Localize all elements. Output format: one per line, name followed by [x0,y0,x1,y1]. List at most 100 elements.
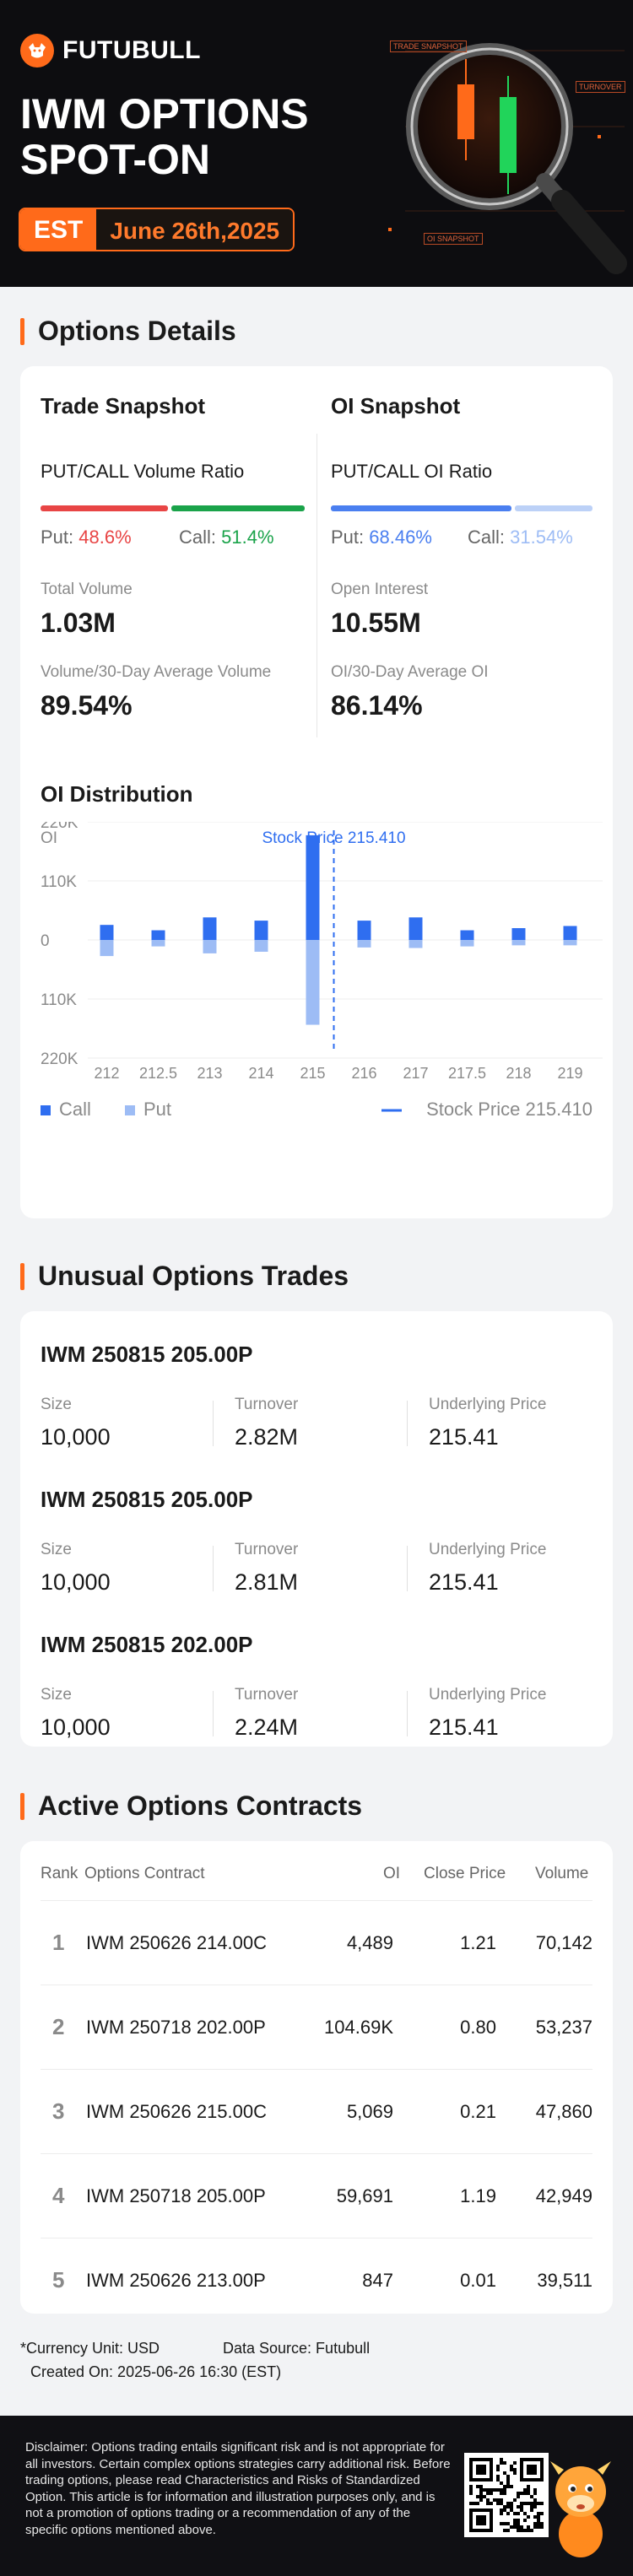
close-value: 0.21 [460,2101,496,2122]
oi-ratio-label: PUT/CALL OI Ratio [331,461,493,482]
qr-module [527,2492,530,2495]
heading-accent-bar [20,1792,24,1820]
qr-module [513,2522,517,2525]
active-contracts-card: Rank Options Contract OI Close Price Vol… [20,1841,613,2314]
qr-module [537,2502,540,2505]
call-bar [203,917,217,940]
trade-contract: IWM 250815 205.00P [41,1487,253,1512]
qr-module [493,2498,496,2502]
legend-price-label: Stock Price 215.410 [426,1099,592,1120]
qr-module [537,2522,540,2525]
qr-module [527,2515,530,2519]
qr-module [503,2492,506,2495]
underlying-value: 215.41 [429,1715,499,1740]
qr-module [469,2485,473,2488]
qr-module [517,2512,520,2515]
oi-snapshot-tag: OI SNAPSHOT [424,233,483,245]
call-bar [151,930,165,940]
qr-module [493,2488,496,2492]
total-volume-value: 1.03M [41,608,116,638]
qr-module [533,2522,537,2525]
turnover-value: 2.82M [235,1424,299,1450]
qr-module [513,2525,517,2529]
qr-module [540,2502,544,2505]
qr-module [510,2525,513,2529]
put-bar [203,940,217,953]
qr-module [517,2495,520,2498]
qr-module [520,2502,523,2505]
x-tick-label: 213 [197,1065,222,1082]
qr-module [517,2529,520,2532]
qr-module [500,2488,503,2492]
contract-value: IWM 250626 214.00C [86,1932,268,1953]
size-value: 10,000 [41,1715,111,1740]
qr-module [500,2522,503,2525]
qr-module [500,2498,503,2502]
size-label: Size [41,1541,72,1558]
rank-value: 4 [52,2183,65,2208]
qr-module [513,2468,517,2471]
x-tick-label: 219 [557,1065,582,1082]
data-source: Data Source: Futubull [223,2340,371,2357]
rank-value: 3 [52,2098,65,2124]
qr-module [479,2485,483,2488]
heading-accent-bar [20,317,24,345]
qr-module [506,2475,510,2478]
size-value: 10,000 [41,1424,111,1450]
qr-module [506,2478,510,2481]
x-tick-label: 214 [248,1065,273,1082]
qr-module [527,2525,530,2529]
qr-module [473,2502,476,2505]
qr-module [486,2498,490,2502]
created-on: Created On: 2025-06-26 16:30 (EST) [30,2363,282,2380]
qr-module [530,2495,533,2498]
put-oi-bar [331,505,511,511]
call-volume-ratio: Call: 51.4% [179,527,274,548]
oi-distribution-title: OI Distribution [41,781,193,807]
qr-module [533,2498,537,2502]
qr-module [520,2529,523,2532]
qr-module [506,2502,510,2505]
volume-value: 70,142 [535,1932,592,1953]
legend-call-label: Call [59,1099,91,1120]
qr-module [500,2458,503,2461]
qr-module [513,2519,517,2522]
qr-module [530,2529,533,2532]
underlying-value: 215.41 [429,1424,499,1450]
qr-module [500,2502,503,2505]
qr-module [506,2529,510,2532]
qr-module [520,2505,523,2508]
qr-module [503,2485,506,2488]
call-label: Call: [468,527,506,548]
options-details-card: Trade Snapshot PUT/CALL Volume Ratio Put… [20,366,613,1218]
qr-module [503,2461,506,2465]
column-divider [407,1401,408,1446]
qr-module [479,2498,483,2502]
put-bar [151,940,165,947]
unusual-trades-heading: Unusual Options Trades [20,1261,349,1292]
qr-module [527,2529,530,2532]
disclaimer-text: Disclaimer: Options trading entails sign… [25,2440,451,2537]
qr-module [483,2488,486,2492]
heading-text: Unusual Options Trades [38,1261,349,1291]
bull-mascot-icon [550,2461,611,2557]
qr-module [496,2475,500,2478]
size-value: 10,000 [41,1569,111,1595]
qr-module [506,2512,510,2515]
qr-module [523,2502,527,2505]
qr-module [523,2492,527,2495]
qr-module [530,2502,533,2505]
trade-contract: IWM 250815 202.00P [41,1632,253,1657]
qr-module [476,2515,486,2525]
trade-contract: IWM 250815 205.00P [41,1342,253,1367]
page-title: IWM OPTIONS SPOT-ON [20,91,309,182]
y-tick-label: 110K [41,873,77,891]
qr-module [523,2519,527,2522]
contract-value: IWM 250626 215.00C [86,2101,268,2122]
call-bar [100,925,114,940]
turnover-tag: TURNOVER [576,81,625,93]
oi-value: 5,069 [346,2101,393,2122]
call-label: Call: [179,527,217,548]
